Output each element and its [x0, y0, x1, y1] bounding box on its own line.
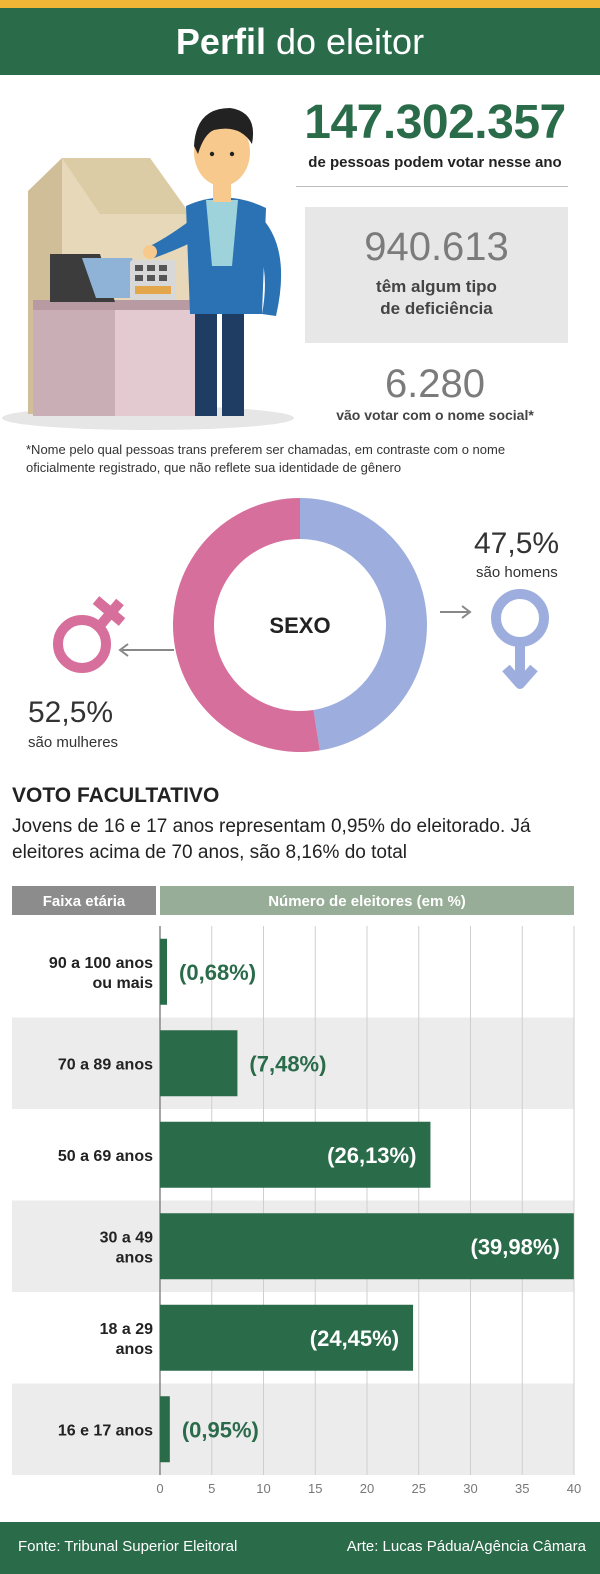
value-label: (7,48%) — [249, 1051, 326, 1076]
category-label: 90 a 100 anos — [49, 955, 153, 972]
age-bar-chart: Faixa etária Número de eleitores (em %) … — [12, 886, 581, 1496]
footnote-line2: oficialmente registrado, que não reflete… — [26, 460, 402, 475]
value-label: (39,98%) — [471, 1234, 560, 1259]
voto-text-line2: eleitores acima de 70 anos, são 8,16% do… — [12, 842, 408, 863]
top-strip — [0, 0, 600, 8]
category-labels: 90 a 100 anos ou mais 70 a 89 anos 50 a 69 … — [49, 955, 153, 1440]
keypad-buttons — [135, 286, 171, 294]
deficiency-caption: têm algum tipo de deficiência — [305, 276, 568, 320]
x-tick-label: 25 — [412, 1481, 426, 1496]
footnote: *Nome pelo qual pessoas trans preferem s… — [26, 441, 566, 477]
page-title: Perfil do eleitor — [0, 8, 600, 75]
bar — [160, 1396, 170, 1463]
person-neck — [213, 184, 231, 202]
table-front-right — [115, 306, 195, 416]
bar — [160, 1121, 431, 1188]
title-bold: Perfil — [175, 21, 266, 62]
total-voters-value: 147.302.357 — [304, 96, 566, 149]
sex-donut-chart: SEXO — [172, 498, 427, 752]
male-symbol-group — [440, 589, 549, 689]
x-tick-label: 35 — [515, 1481, 529, 1496]
title-rest: do eleitor — [265, 21, 425, 62]
total-voters-caption: de pessoas podem votar nesse ano — [308, 154, 562, 171]
header-left-label: Faixa etária — [43, 893, 126, 910]
category-label: 18 a 29 — [100, 1321, 153, 1338]
divider — [296, 186, 568, 187]
row-band — [12, 1383, 574, 1475]
value-labels: (0,68%) (7,48%) (26,13%) (39,98%) (24,45%) (0… — [179, 960, 560, 1443]
person-hair — [194, 108, 254, 154]
value-label: (0,95%) — [182, 1417, 259, 1442]
category-label: 50 a 69 anos — [58, 1148, 153, 1165]
person-arm-left — [150, 216, 204, 258]
bar — [160, 1030, 238, 1097]
person-leg-left — [195, 306, 217, 416]
footnote-line1: *Nome pelo qual pessoas trans preferem s… — [26, 442, 506, 457]
row-band — [12, 1017, 574, 1109]
category-label: 70 a 89 anos — [58, 1056, 153, 1073]
category-label: 16 e 17 anos — [58, 1422, 153, 1439]
bar — [160, 1304, 414, 1371]
person-shirt — [206, 200, 238, 266]
booth-top — [62, 158, 190, 214]
person-head — [194, 118, 250, 186]
deficiency-caption-line2: de deficiência — [380, 299, 493, 318]
person-eye-right — [229, 151, 235, 157]
donut-center-label: SEXO — [269, 613, 330, 638]
donut-slice-women — [172, 498, 320, 752]
value-label: (24,45%) — [310, 1326, 399, 1351]
men-percentage: 47,5% — [474, 527, 560, 560]
x-tick-label: 0 — [156, 1481, 163, 1496]
x-tick-label: 20 — [360, 1481, 374, 1496]
table-top — [33, 300, 195, 310]
art-credit: Arte: Lucas Pádua/Agência Câmara — [346, 1538, 586, 1555]
voto-facultativo-text: Jovens de 16 e 17 anos representam 0,95%… — [12, 814, 592, 866]
x-tick-label: 15 — [308, 1481, 322, 1496]
grid-lines — [159, 926, 575, 1475]
arrow-right-icon — [461, 605, 472, 619]
men-caption: são homens — [476, 564, 558, 581]
female-symbol-group — [53, 596, 174, 673]
header-right-bg — [160, 886, 574, 915]
x-tick-label: 40 — [567, 1481, 581, 1496]
source-credit: Fonte: Tribunal Superior Eleitoral — [18, 1538, 238, 1555]
value-label: (0,68%) — [179, 960, 256, 985]
female-symbol-icon — [53, 615, 111, 673]
x-ticks: 0 5 10 15 20 25 30 35 40 — [156, 1481, 581, 1496]
deficiency-caption-line1: têm algum tipo — [376, 277, 497, 296]
person-hand — [143, 245, 157, 259]
person-leg-right — [222, 306, 244, 416]
x-tick-label: 5 — [208, 1481, 215, 1496]
bar — [160, 1213, 574, 1280]
header-left-bg — [12, 886, 156, 915]
women-percentage: 52,5% — [28, 696, 114, 729]
women-caption: são mulheres — [28, 734, 119, 751]
deficiency-box: 940.613 têm algum tipo de deficiência — [305, 207, 568, 343]
footer: Fonte: Tribunal Superior Eleitoral Arte:… — [0, 1522, 600, 1574]
table-front-left — [33, 306, 115, 416]
header-right-label: Número de eleitores (em %) — [268, 893, 466, 910]
male-symbol-icon — [491, 589, 549, 647]
person-arm-right — [248, 214, 282, 316]
arrow-left-icon — [118, 643, 129, 657]
person-eye-left — [209, 151, 215, 157]
bars — [160, 938, 574, 1463]
category-label: 30 a 49 — [100, 1229, 153, 1246]
x-tick-label: 10 — [256, 1481, 270, 1496]
category-label: anos — [116, 1249, 153, 1266]
voto-facultativo-title: VOTO FACULTATIVO — [12, 784, 220, 807]
category-label: ou mais — [93, 975, 154, 992]
social-name-value: 6.280 — [384, 362, 486, 406]
value-label: (26,13%) — [327, 1143, 416, 1168]
keypad-keys — [135, 265, 167, 281]
voto-text-line1: Jovens de 16 e 17 anos representam 0,95%… — [12, 816, 531, 837]
voter-illustration — [2, 108, 294, 430]
social-name-caption: vão votar com o nome social* — [336, 407, 534, 423]
deficiency-value: 940.613 — [364, 225, 509, 269]
donut-slice-men — [300, 498, 427, 751]
bar — [160, 938, 168, 1005]
category-label: anos — [116, 1341, 153, 1358]
x-tick-label: 30 — [463, 1481, 477, 1496]
